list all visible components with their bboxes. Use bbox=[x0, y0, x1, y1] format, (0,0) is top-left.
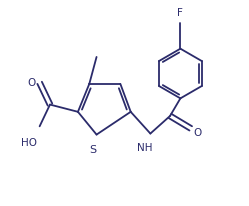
Text: O: O bbox=[28, 77, 36, 87]
Text: S: S bbox=[89, 144, 96, 154]
Text: HO: HO bbox=[21, 137, 37, 147]
Text: NH: NH bbox=[137, 142, 153, 152]
Text: F: F bbox=[178, 8, 183, 18]
Text: O: O bbox=[194, 127, 202, 137]
